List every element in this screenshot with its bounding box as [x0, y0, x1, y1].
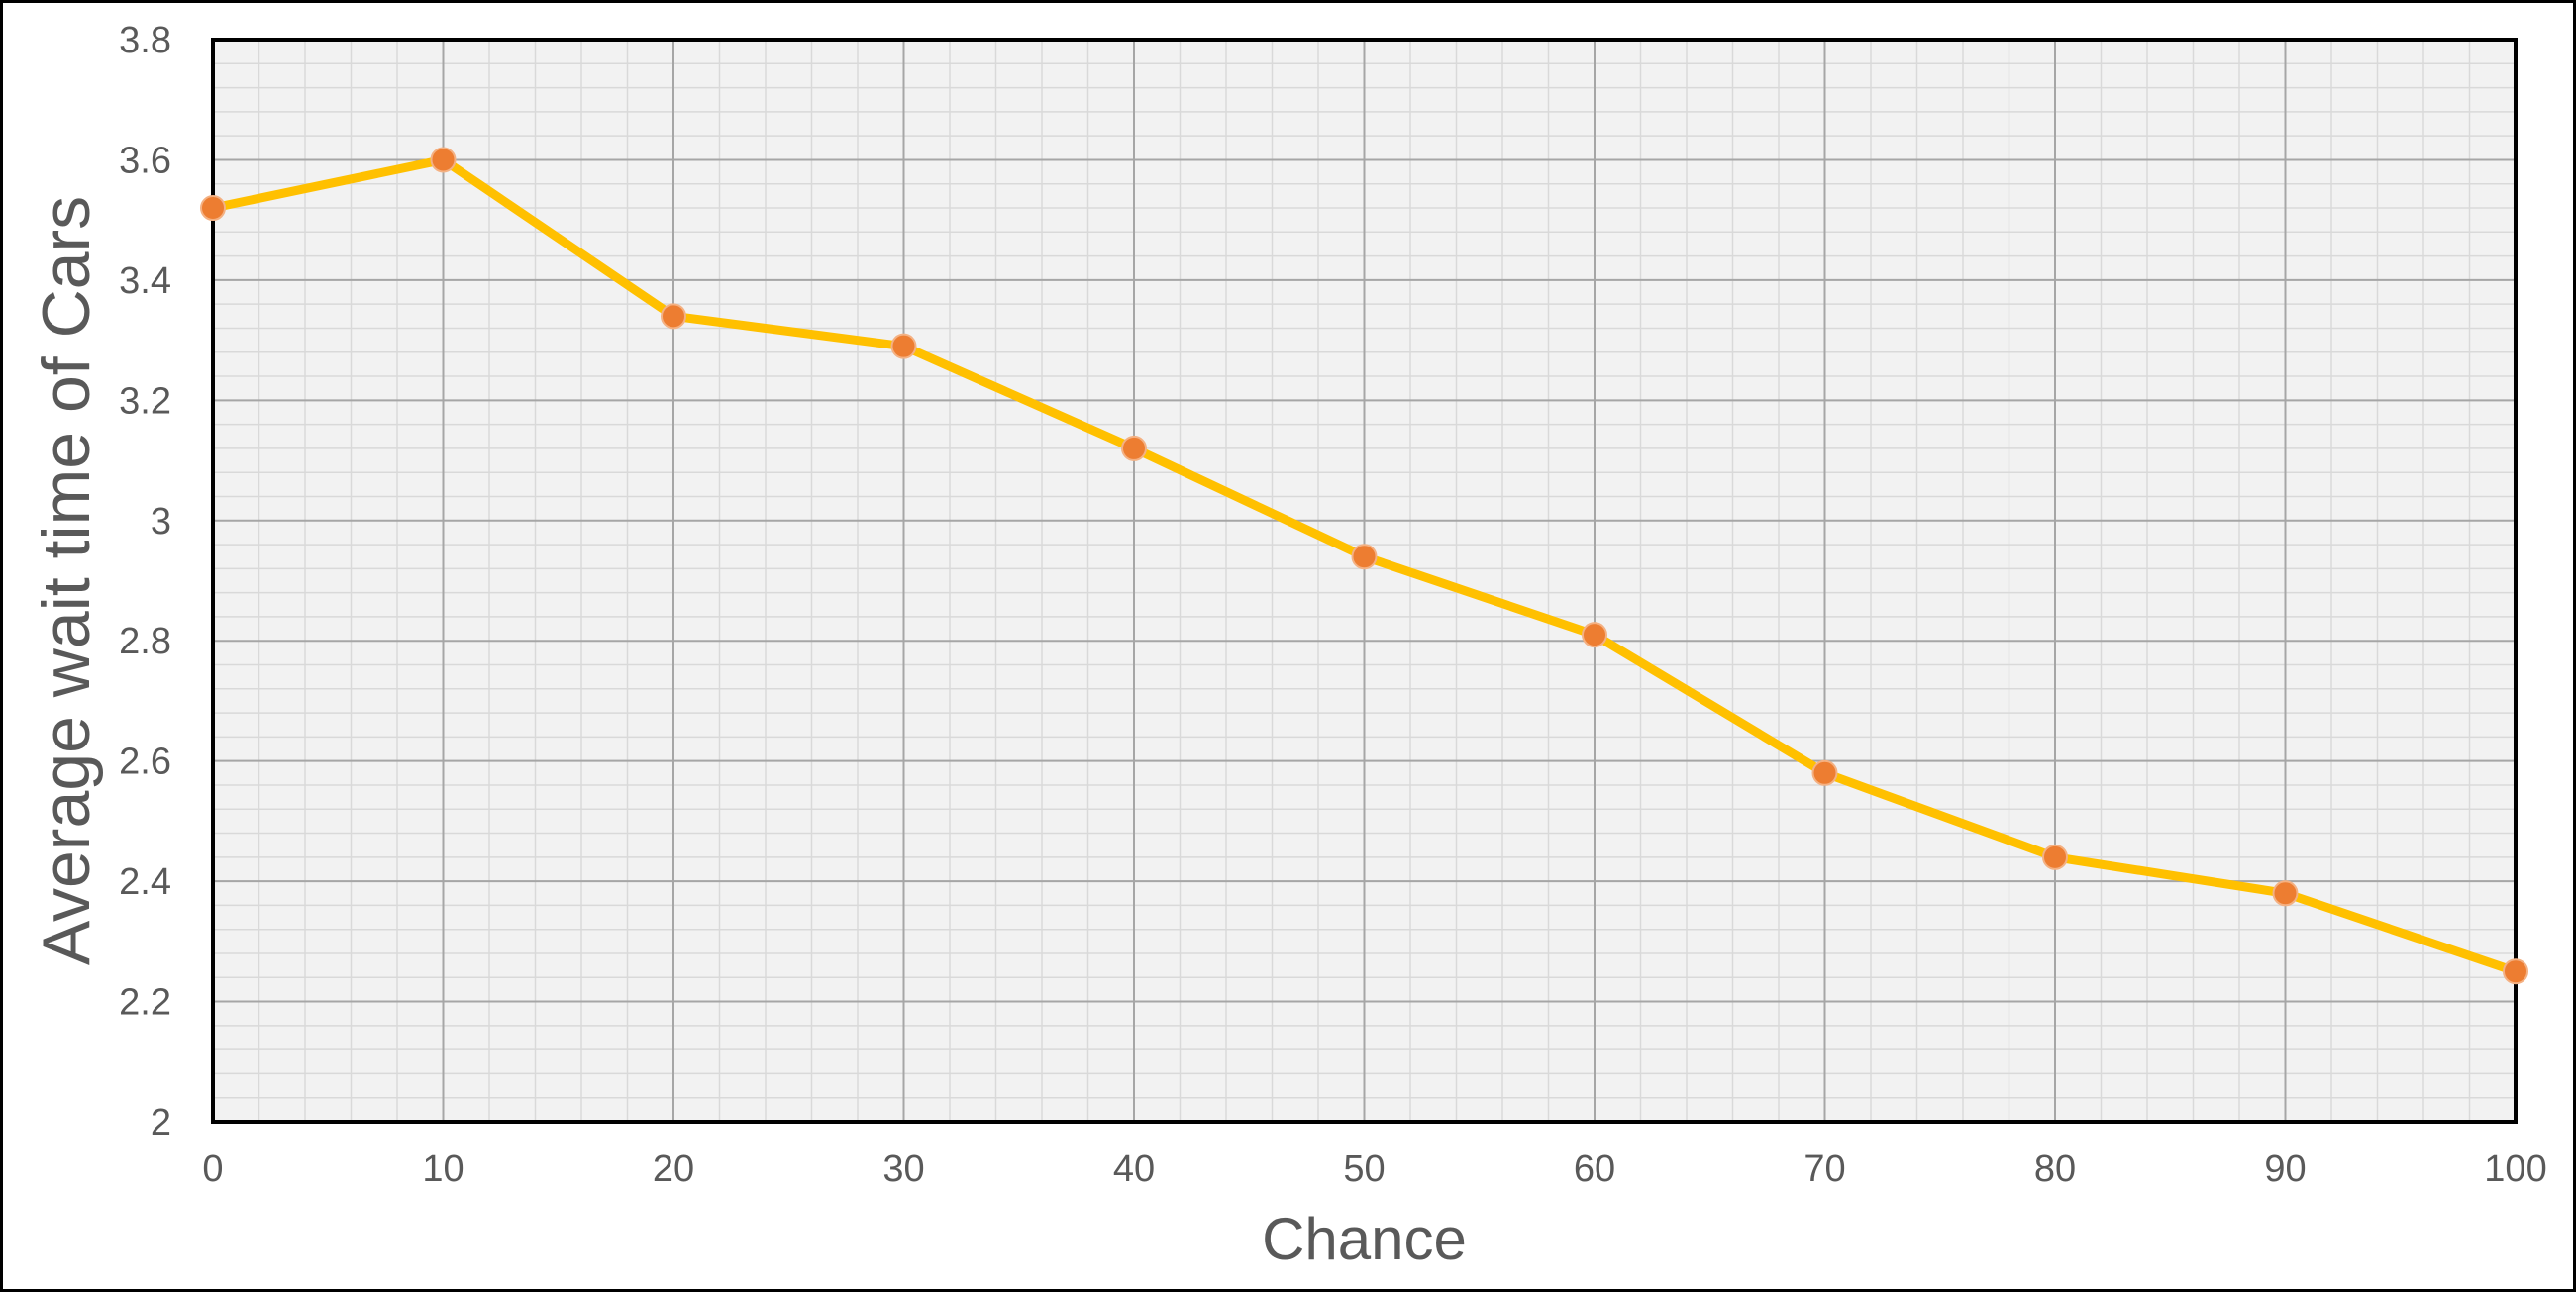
y-axis-ticks: 2 2.2 2.4 2.6 2.8 3 3.2 3.4 3.6 3.8 [119, 20, 171, 1143]
data-point [2272, 880, 2299, 907]
y-axis-title: Average wait time of Cars [29, 196, 104, 965]
y-tick-label: 3.6 [119, 140, 171, 181]
x-tick-label: 50 [1343, 1148, 1385, 1190]
y-tick-label: 3 [151, 501, 171, 543]
data-point [1811, 759, 1838, 786]
data-point [661, 303, 686, 330]
data-point [1351, 544, 1378, 570]
data-point [1121, 435, 1147, 461]
x-axis-ticks: 0 10 20 30 40 50 60 70 80 90 100 [202, 1148, 2546, 1190]
x-tick-label: 100 [2484, 1148, 2546, 1190]
x-axis-title: Chance [1262, 1206, 1467, 1272]
y-tick-label: 3.8 [119, 20, 171, 61]
y-tick-label: 3.4 [119, 260, 171, 302]
data-point [890, 333, 917, 359]
data-point [2042, 844, 2068, 870]
y-tick-label: 3.2 [119, 380, 171, 422]
x-tick-label: 20 [653, 1148, 694, 1190]
x-tick-label: 10 [422, 1148, 464, 1190]
data-point [1582, 622, 1607, 648]
data-point [2503, 958, 2528, 985]
x-tick-label: 80 [2034, 1148, 2076, 1190]
y-tick-label: 2 [151, 1102, 171, 1143]
x-tick-label: 30 [882, 1148, 924, 1190]
series-layer [200, 147, 2528, 985]
plot-border [211, 38, 2518, 1124]
data-point [430, 147, 457, 173]
y-tick-label: 2.6 [119, 742, 171, 783]
y-tick-label: 2.2 [119, 982, 171, 1024]
y-tick-label: 2.8 [119, 621, 171, 662]
x-tick-label: 90 [2264, 1148, 2306, 1190]
y-tick-label: 2.4 [119, 861, 171, 903]
data-point [200, 195, 226, 222]
x-tick-label: 70 [1803, 1148, 1845, 1190]
x-tick-label: 0 [202, 1148, 223, 1190]
x-tick-label: 40 [1113, 1148, 1155, 1190]
x-tick-label: 60 [1574, 1148, 1615, 1190]
